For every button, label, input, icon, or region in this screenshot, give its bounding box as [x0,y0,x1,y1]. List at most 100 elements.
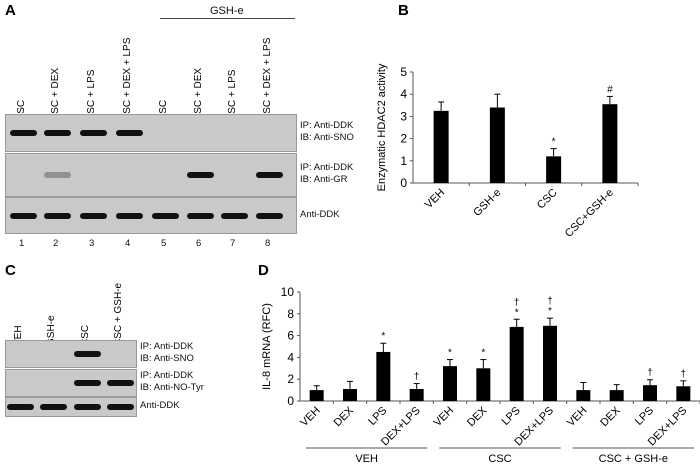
gsh-e-bracket [160,18,295,19]
bar [476,368,491,401]
lane-number: 8 [265,238,271,249]
significance-mark: * [515,307,519,318]
lane-label: CSC + DEX + LPS [122,37,133,121]
bar [509,326,524,401]
blot-strip [5,197,297,234]
ip-label: IP: Anti-DDK [140,370,194,381]
blot-strip [5,397,137,417]
bar [546,156,562,183]
blot-strip [5,369,137,397]
gsh-e-group-label: GSH-e [210,5,244,17]
bar [609,390,624,401]
y-tick-label: 5 [400,65,407,79]
x-tick-label: LPS [366,405,389,428]
ib-label: IB: Anti-GR [300,174,348,185]
x-tick-label: CSC+GSH-e [563,187,616,240]
ip-label: IP: Anti-DDK [140,341,194,352]
lane-label: CSC + GSH-e [113,282,124,346]
bar [676,386,691,401]
y-tick-label: 2 [400,132,407,146]
lane-number: 6 [196,238,202,249]
blot-strip [5,114,297,152]
blot-band [74,351,101,357]
bar [376,351,391,401]
lane-number: 7 [230,238,236,249]
group-label: CSC [488,453,511,465]
significance-mark: # [607,84,613,95]
significance-mark: † [681,369,687,380]
x-tick-label: VEH [423,187,448,212]
lane-number: 4 [125,238,131,249]
blot-band [7,404,34,410]
bar [489,107,505,183]
x-tick-label: VEH [565,405,590,430]
blot-strip [5,153,297,197]
bar [433,110,449,183]
x-tick-label: VEH [432,405,457,430]
bar [309,390,324,401]
y-tick-label: 4 [287,350,294,364]
ip-label: IP: Anti-DDK [300,120,354,131]
significance-mark: † [414,372,420,383]
lane-number: 1 [19,238,25,249]
ib-label: Anti-DDK [140,400,180,411]
bar [602,104,618,183]
significance-mark: * [548,306,552,317]
blot-band [74,380,101,386]
blot-band [221,212,248,219]
blot-band [256,212,283,219]
ip-label: IP: Anti-DDK [300,162,354,173]
y-tick-label: 3 [400,109,407,123]
blot-band [187,212,214,219]
blot-band [107,404,134,410]
lane-number: 2 [53,238,59,249]
ib-label: Anti-DDK [300,208,340,220]
y-tick-label: 10 [281,285,295,299]
significance-mark: † [547,296,553,307]
x-tick-label: DEX [465,404,490,429]
y-axis-label: IL-8 mRNA (RFC) [261,303,273,390]
blot-band [44,172,71,178]
y-axis-label: Enzymatic HDAC2 activity [376,63,388,191]
blot-band [44,130,71,136]
ib-label: IB: Anti-NO-Tyr [140,382,204,393]
x-tick-label: GSH-e [471,187,503,219]
blot-band [10,130,37,136]
blot-band [116,130,143,136]
panel-d-label: D [258,262,269,279]
bar [343,389,357,401]
significance-mark: * [552,137,556,148]
blot-band [107,380,134,386]
panel-b-label: B [398,2,409,19]
blot-band [10,212,37,219]
lane-number: 3 [89,238,95,249]
y-tick-label: 0 [287,394,294,408]
bar [409,389,424,401]
x-tick-label: DEX [598,404,623,429]
group-label: VEH [355,453,378,465]
significance-mark: * [481,348,485,359]
blot-band [74,404,101,410]
significance-mark: * [381,331,385,342]
significance-mark: † [647,368,653,379]
significance-mark: * [448,348,452,359]
blot-band [256,172,283,178]
x-tick-label: DEX [332,404,357,429]
bar [543,325,557,401]
x-tick-label: VEH [298,405,323,430]
ib-label: IB: Anti-SNO [300,132,354,143]
lane-number: 5 [161,238,167,249]
blot-band [116,212,143,219]
x-tick-label: CSC [535,187,560,212]
y-tick-label: 6 [287,329,294,343]
y-tick-label: 1 [400,154,407,168]
x-tick-label: LPS [633,405,656,428]
ib-label: IB: Anti-SNO [140,353,194,364]
group-label: CSC + GSH-e [599,453,668,465]
x-tick-label: LPS [500,405,523,428]
panel-c-label: C [5,262,16,279]
bar [576,390,591,401]
blot-strip [5,340,137,368]
